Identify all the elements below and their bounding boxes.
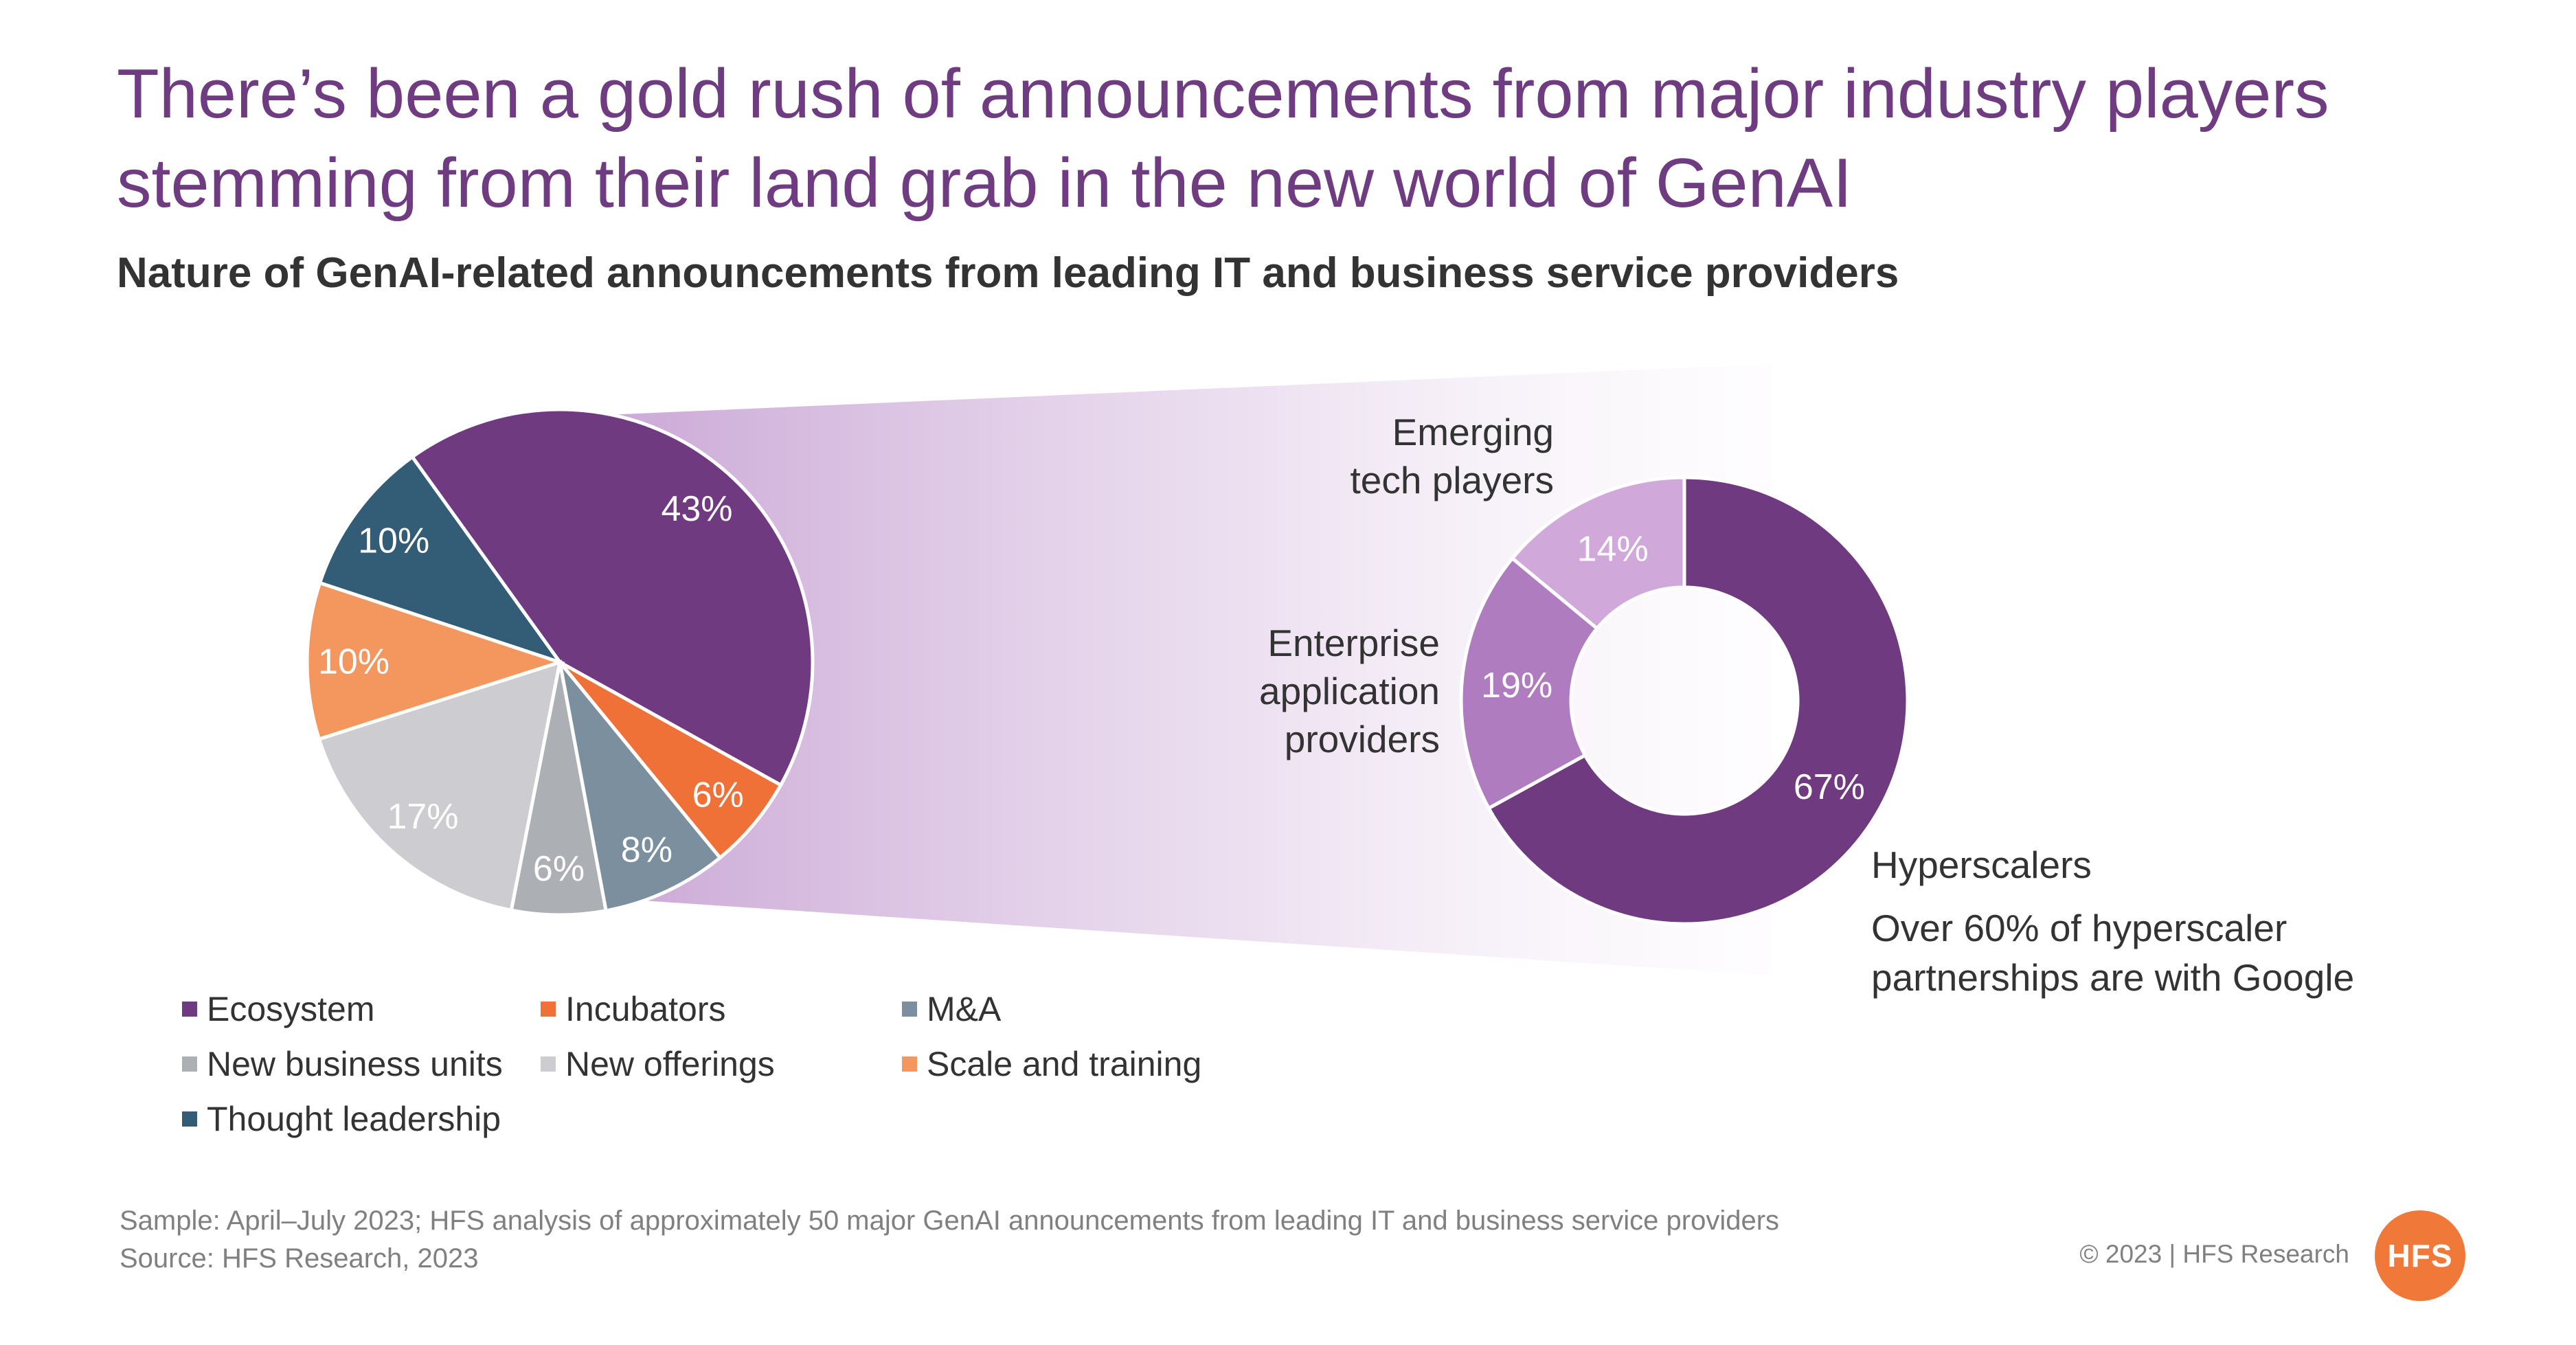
legend-label: M&A	[927, 990, 1002, 1028]
pie-chart-ecosystem: 43% 6% 8% 6% 17% 10% 10%	[305, 407, 815, 917]
slice-scale-and-training	[305, 580, 566, 742]
donut-chart-ecosystem-breakdown: 67% 19% 14%	[1459, 475, 1910, 926]
legend-swatch	[541, 1002, 556, 1017]
legend-swatch	[182, 1056, 197, 1072]
slice-thought-leadership	[317, 454, 565, 666]
chart-subtitle: Nature of GenAI-related announcements fr…	[117, 249, 1899, 297]
legend-item-m-and-a: M&A	[902, 989, 1001, 1029]
legend-swatch	[541, 1056, 556, 1072]
slice-new-business-units	[509, 662, 609, 917]
footnote-sample: Sample: April–July 2023; HFS analysis of…	[120, 1206, 1780, 1236]
slice-label-new-business-units: 6%	[533, 849, 585, 889]
donut-category-label-enterprise-application-providers: Enterprise	[1267, 622, 1440, 664]
hfs-logo: HFS	[2375, 1210, 2465, 1301]
slice-enterprise-application-providers	[1459, 556, 1600, 811]
donut-category-label-enterprise-application-providers: providers	[1285, 718, 1440, 760]
slice-new-offerings	[317, 659, 563, 913]
legend-item-new-business-units: New business units	[182, 1044, 503, 1084]
legend-item-ecosystem: Ecosystem	[182, 989, 375, 1029]
legend-swatch	[902, 1002, 917, 1017]
slice-label-thought-leadership: 10%	[358, 521, 429, 561]
pie-legend: Ecosystem Incubators M&A New business un…	[182, 989, 1350, 1154]
legend-item-incubators: Incubators	[541, 989, 725, 1029]
slice-manda	[558, 661, 723, 913]
annotation-line-2: partnerships are with Google	[1871, 956, 2354, 999]
slice-incubators	[558, 660, 783, 861]
legend-label: Scale and training	[927, 1045, 1202, 1083]
slice-emerging-tech-players	[1510, 475, 1686, 631]
zoom-connector	[591, 364, 1772, 975]
donut-category-label-enterprise-application-providers: application	[1259, 670, 1440, 712]
donut-category-label-emerging-tech-players: Emerging	[1392, 411, 1554, 453]
slice-label-emerging-tech-players: 14%	[1577, 530, 1649, 569]
slice-label-scale-and-training: 10%	[318, 642, 389, 682]
slice-label-incubators: 6%	[692, 776, 744, 815]
donut-category-labels: Hyperscalers Enterprise application provide…	[1259, 411, 2092, 886]
legend-label: Thought leadership	[207, 1100, 501, 1138]
legend-label: New offerings	[565, 1045, 775, 1083]
legend-swatch	[902, 1056, 917, 1072]
legend-swatch	[182, 1111, 197, 1127]
legend-label: New business units	[207, 1045, 503, 1083]
legend-item-thought-leadership: Thought leadership	[182, 1099, 501, 1139]
legend-label: Incubators	[565, 990, 726, 1028]
slice-label-ecosystem: 43%	[661, 489, 732, 529]
donut-category-label-hyperscalers: Hyperscalers	[1871, 844, 2092, 886]
slice-label-manda: 8%	[621, 830, 673, 870]
slice-label-hyperscalers: 67%	[1794, 767, 1865, 807]
legend-item-new-offerings: New offerings	[541, 1044, 775, 1084]
slice-label-new-offerings: 17%	[387, 797, 458, 837]
slice-hyperscalers	[1486, 475, 1910, 926]
legend-item-scale-and-training: Scale and training	[902, 1044, 1201, 1084]
page-title: There’s been a gold rush of announcement…	[117, 56, 2329, 222]
legend-label: Ecosystem	[207, 990, 375, 1028]
slice-ecosystem	[409, 407, 815, 788]
footnote-source: Source: HFS Research, 2023	[120, 1243, 479, 1274]
copyright: © 2023 | HFS Research	[2079, 1240, 2349, 1268]
annotation-line-1: Over 60% of hyperscaler	[1871, 907, 2287, 949]
slice-label-enterprise-application-providers: 19%	[1481, 666, 1552, 705]
legend-swatch	[182, 1002, 197, 1017]
donut-category-label-emerging-tech-players: tech players	[1350, 459, 1554, 501]
